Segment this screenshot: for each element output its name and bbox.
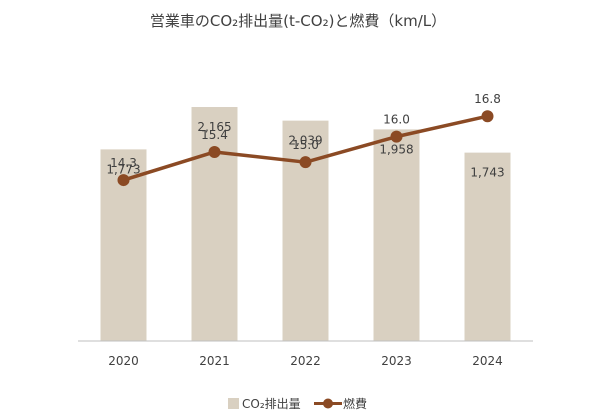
- bar-2024: [464, 152, 511, 341]
- x-tick-2020: 2020: [108, 354, 139, 368]
- line-label-2022: 15.0: [292, 138, 319, 152]
- line-point-2022: [299, 156, 312, 169]
- legend-swatch-marker: [323, 398, 333, 409]
- bar-2022: [282, 120, 329, 341]
- x-tick-2021: 2021: [199, 354, 230, 368]
- x-tick-2023: 2023: [381, 354, 412, 368]
- bar-2021: [191, 107, 238, 341]
- line-label-2021: 15.4: [201, 128, 228, 142]
- legend-label-bar: CO₂排出量: [242, 397, 301, 411]
- line-point-2024: [481, 110, 494, 123]
- bar-label-2021: 2,165: [197, 120, 231, 134]
- line-series: 14.3 15.4 15.0 16.0 16.8: [110, 92, 501, 187]
- line-label-2024: 16.8: [474, 92, 501, 106]
- bar-label-2024: 1,743: [470, 166, 504, 180]
- line-point-2023: [390, 130, 403, 143]
- x-axis-tick-labels: 2020 2021 2022 2023 2024: [108, 354, 503, 368]
- line-point-2020: [117, 174, 130, 187]
- x-tick-2022: 2022: [290, 354, 321, 368]
- bar-label-2023: 1,958: [379, 142, 413, 156]
- line-point-2021: [208, 145, 221, 158]
- line-label-2020: 14.3: [110, 156, 137, 170]
- bar-label-2020: 1,773: [106, 162, 140, 176]
- chart-title: 営業車のCO₂排出量(t-CO₂)と燃費（km/L）: [150, 12, 446, 30]
- legend: CO₂排出量 燃費: [228, 396, 367, 411]
- legend-swatch-bar: [228, 398, 239, 409]
- x-tick-2024: 2024: [472, 354, 503, 368]
- bar-2023: [373, 129, 420, 341]
- bar-label-2022: 2,039: [288, 134, 322, 148]
- legend-label-line: 燃費: [343, 396, 367, 411]
- bar-series: 1,773 2,165 2,039 1,958 1,743: [100, 107, 511, 341]
- line-label-2023: 16.0: [383, 113, 410, 127]
